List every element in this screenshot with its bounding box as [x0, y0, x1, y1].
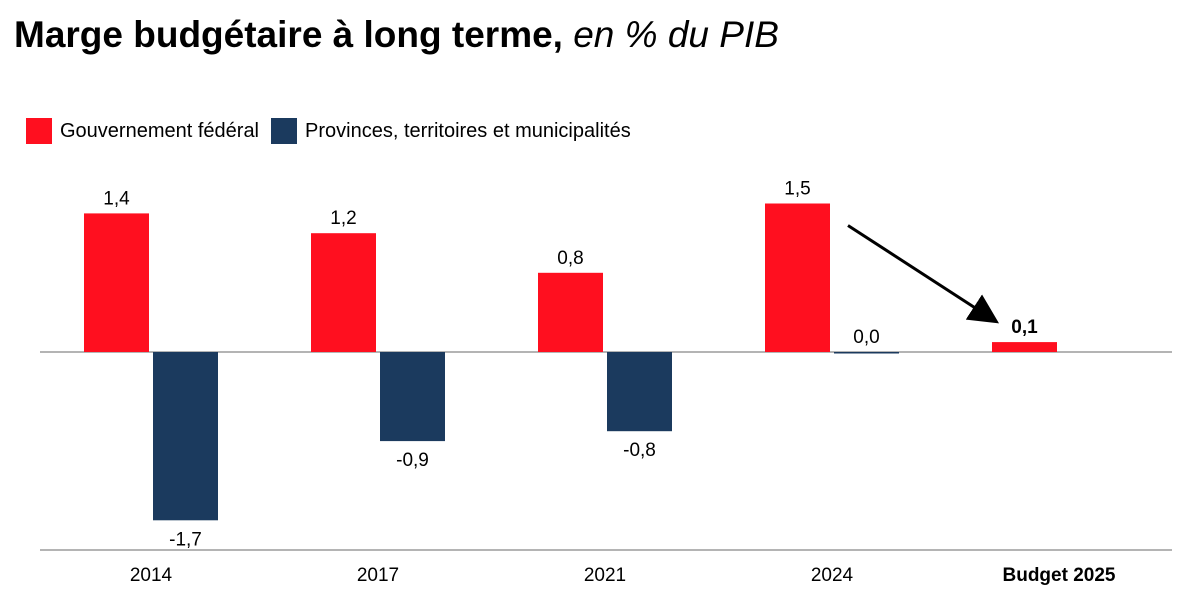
bar-federal-2014 — [84, 213, 149, 352]
bar-provinces-2021 — [607, 352, 672, 432]
data-label: 0,1 — [1011, 317, 1038, 338]
data-label: 0,8 — [557, 248, 583, 269]
legend-label-provinces: Provinces, territoires et municipalités — [305, 119, 631, 142]
data-label: 0,0 — [853, 327, 879, 348]
bar-provinces-2017 — [380, 352, 445, 442]
data-label: 1,2 — [330, 208, 356, 229]
x-tick-label: 2017 — [357, 565, 399, 586]
bar-provinces-2024 — [834, 352, 899, 354]
trend-arrow — [847, 224, 1000, 324]
data-label: -0,8 — [623, 440, 656, 461]
data-label: 1,4 — [103, 188, 130, 209]
chart-title-main: Marge budgétaire à long terme, — [14, 14, 563, 55]
x-tick-label: 2021 — [584, 565, 626, 586]
bar-provinces-2014 — [153, 352, 218, 521]
legend-label-federal: Gouvernement fédéral — [60, 119, 260, 142]
data-label: 1,5 — [784, 179, 810, 200]
bar-federal-2024 — [765, 203, 830, 352]
x-tick-label: Budget 2025 — [1003, 565, 1116, 586]
legend-item-provinces: Provinces, territoires et municipalités — [271, 118, 631, 144]
x-tick-label: 2014 — [130, 565, 173, 586]
bar-federal-budget-2025 — [992, 342, 1057, 352]
legend-item-federal: Gouvernement fédéral — [26, 118, 259, 144]
data-label: -0,9 — [396, 450, 429, 471]
x-tick-label: 2024 — [811, 565, 854, 586]
data-label: -1,7 — [169, 529, 202, 550]
chart-title: Marge budgétaire à long terme, en % du P… — [14, 14, 779, 56]
bar-federal-2017 — [311, 233, 376, 352]
legend-swatch-provinces — [271, 118, 298, 144]
chart-title-subtitle: en % du PIB — [573, 14, 779, 55]
bar-federal-2021 — [538, 272, 603, 352]
legend: Gouvernement fédéral Provinces, territoi… — [26, 118, 643, 144]
legend-swatch-federal — [26, 118, 52, 144]
